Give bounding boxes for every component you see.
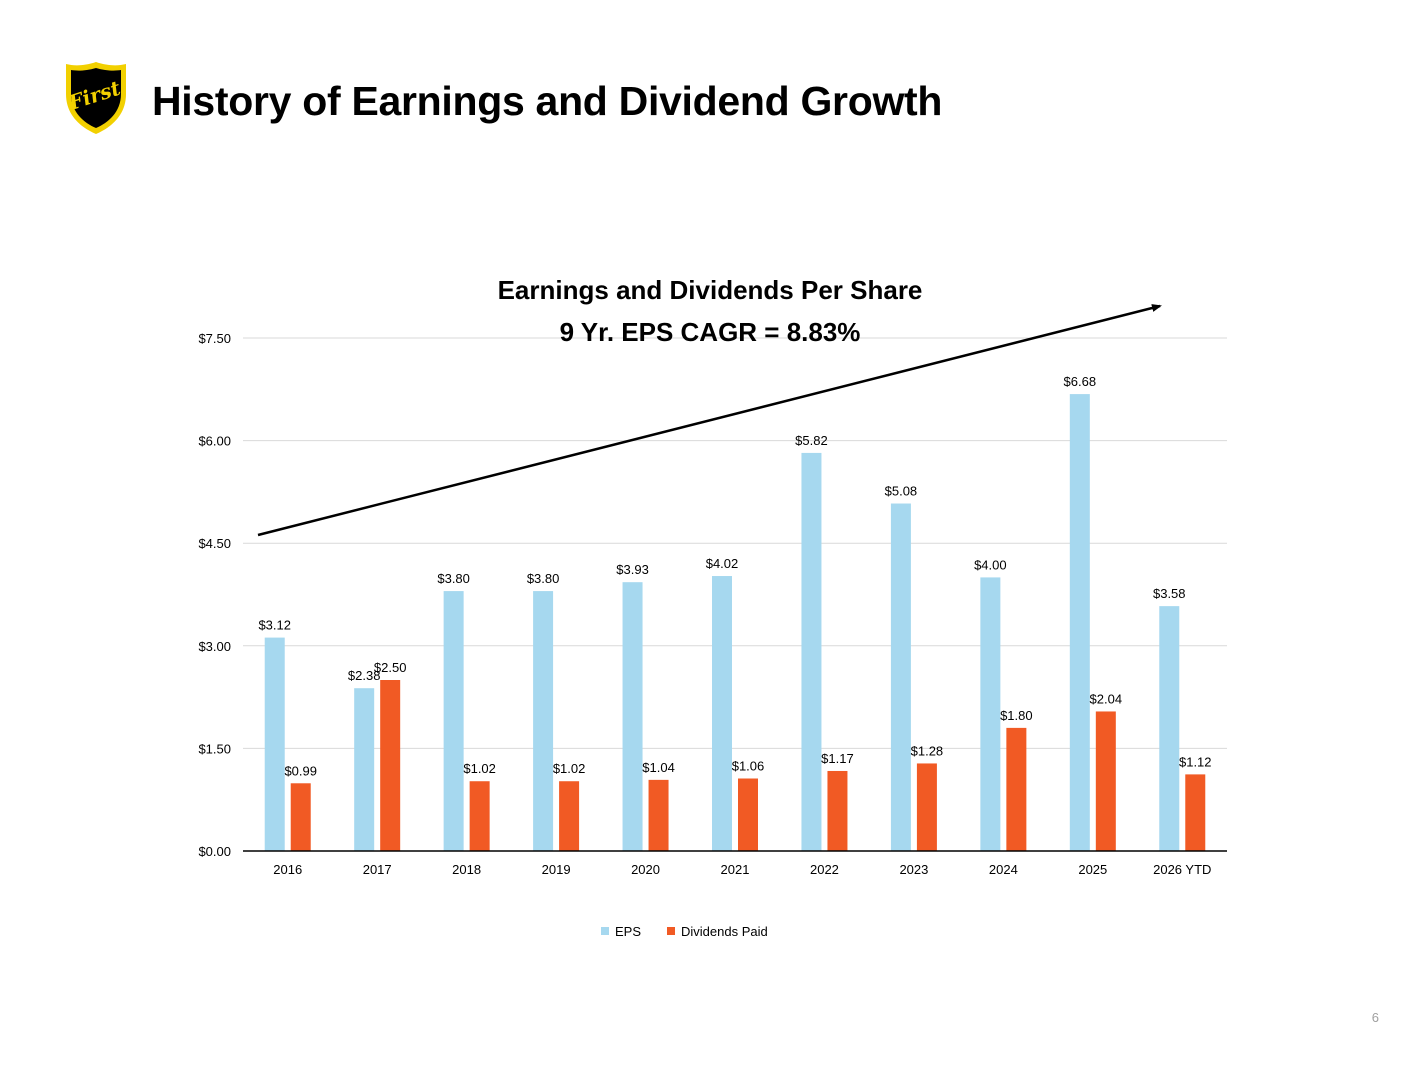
dividend-bar (1095, 711, 1116, 851)
eps-data-label: $3.12 (258, 618, 291, 633)
y-tick-label: $3.00 (198, 639, 231, 654)
x-tick-label: 2024 (989, 862, 1018, 877)
shield-logo-icon: First (65, 62, 126, 134)
legend-label-dividends: Dividends Paid (681, 924, 768, 939)
dividend-data-label: $2.04 (1090, 691, 1123, 706)
eps-data-label: $5.82 (795, 433, 828, 448)
dividend-bar (1006, 727, 1027, 851)
dividend-data-label: $1.80 (1000, 708, 1033, 723)
eps-data-label: $3.58 (1153, 586, 1186, 601)
eps-bar (801, 452, 822, 851)
x-tick-label: 2025 (1078, 862, 1107, 877)
dividend-bar (827, 770, 848, 851)
dividend-data-label: $1.12 (1179, 754, 1212, 769)
eps-data-label: $4.00 (974, 557, 1007, 572)
legend: EPS Dividends Paid (601, 924, 768, 939)
eps-data-label: $3.80 (437, 571, 470, 586)
eps-data-label: $4.02 (706, 556, 739, 571)
eps-bar (1159, 606, 1180, 851)
eps-bar (890, 503, 911, 851)
bar-chart: $3.12 $0.99 $2.38$2.50 $3.80 $1.02 $3.80 $1.02… (198, 275, 1227, 939)
dividend-data-label: $1.28 (911, 743, 944, 758)
dividend-data-label: $1.04 (642, 760, 675, 775)
x-tick-label: 2016 (273, 862, 302, 877)
eps-data-label: $2.38 (348, 668, 381, 683)
eps-bar (1069, 394, 1090, 851)
dividend-bar (469, 781, 490, 851)
y-tick-label: $1.50 (198, 741, 231, 756)
dividend-bar (290, 783, 311, 851)
y-tick-label: $0.00 (198, 844, 231, 859)
eps-bar (980, 577, 1001, 851)
trend-arrow (257, 304, 1162, 537)
x-tick-label: 2019 (542, 862, 571, 877)
eps-bar (622, 582, 643, 851)
eps-data-label: $5.08 (885, 484, 918, 499)
eps-bar (264, 637, 285, 851)
eps-bar (354, 688, 375, 851)
legend-swatch-dividends (667, 927, 675, 935)
dividend-bar (559, 781, 580, 851)
dividend-data-label: $2.50 (374, 660, 407, 675)
x-tick-label: 2026 YTD (1153, 862, 1211, 877)
y-tick-label: $6.00 (198, 434, 231, 449)
dividend-data-label: $1.06 (732, 758, 765, 773)
legend-swatch-eps (601, 927, 609, 935)
y-tick-label: $7.50 (198, 331, 231, 346)
page-title: History of Earnings and Dividend Growth (152, 78, 943, 124)
legend-label-eps: EPS (615, 924, 641, 939)
x-tick-label: 2020 (631, 862, 660, 877)
dividend-bar (1185, 774, 1206, 851)
eps-data-label: $6.68 (1064, 374, 1097, 389)
x-tick-label: 2023 (899, 862, 928, 877)
dividend-data-label: $1.02 (463, 761, 496, 776)
dividend-bar (648, 779, 669, 851)
company-logo: First (62, 60, 130, 136)
dividend-bar (738, 778, 758, 851)
x-tick-label: 2021 (721, 862, 750, 877)
eps-bar (443, 591, 464, 851)
eps-bar (712, 576, 732, 851)
x-tick-label: 2017 (363, 862, 392, 877)
dividend-bar (916, 763, 937, 851)
page-number: 6 (1371, 1010, 1379, 1025)
dividend-data-label: $1.02 (553, 761, 586, 776)
chart-title: Earnings and Dividends Per Share (498, 275, 923, 305)
eps-bar (533, 591, 554, 851)
dividend-bar (380, 680, 401, 851)
eps-data-label: $3.80 (527, 571, 560, 586)
x-tick-label: 2018 (452, 862, 481, 877)
chart-subtitle: 9 Yr. EPS CAGR = 8.83% (560, 317, 861, 347)
y-tick-label: $4.50 (198, 536, 231, 551)
x-tick-label: 2022 (810, 862, 839, 877)
dividend-data-label: $1.17 (821, 751, 854, 766)
dividend-data-label: $0.99 (284, 763, 317, 778)
eps-data-label: $3.93 (616, 562, 649, 577)
